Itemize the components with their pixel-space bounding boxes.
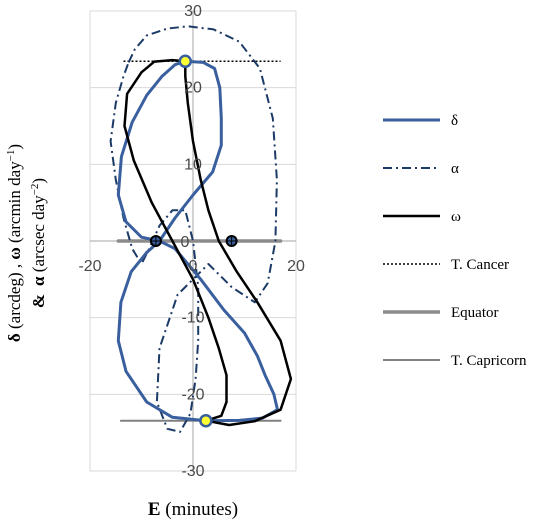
tick-labels: -30 -20 -10 10 20 30 -20 0 20 0: [78, 3, 305, 480]
legend: δ α ω T. Cancer Equator T. Capricorn: [383, 113, 527, 369]
x-tick-label-2: 20: [287, 258, 305, 275]
legend-item-0: δ: [383, 113, 458, 129]
legend-label-5: T. Capricorn: [451, 353, 527, 369]
legend-item-5: T. Capricorn: [383, 353, 527, 369]
legend-item-2: ω: [383, 209, 461, 225]
legend-item-1: α: [383, 161, 459, 177]
y-tick-label-4: 10: [184, 156, 202, 173]
svg-text:&α (arcsec day−2): &α (arcsec day−2): [29, 178, 48, 308]
legend-item-4: Equator: [383, 305, 498, 321]
series-line-1: [109, 25, 278, 433]
x-axis-title: E (minutes): [148, 499, 238, 520]
legend-label-3: T. Cancer: [451, 257, 509, 273]
legend-item-3: T. Cancer: [383, 257, 509, 273]
x-tick-label-0: -20: [78, 258, 101, 275]
y-axis-title: δ (arcdeg) , ω (arcmin day−1) &α (arcsec…: [5, 144, 48, 342]
legend-label-2: ω: [451, 209, 461, 225]
y-tick-label-2: -10: [181, 310, 204, 327]
series-line-2: [123, 58, 293, 427]
origin-tick-label: 0: [181, 234, 190, 251]
y-tick-label-5: 20: [184, 80, 202, 97]
solstice-marker-1: [199, 413, 213, 428]
legend-label-4: Equator: [451, 305, 498, 321]
legend-label-1: α: [451, 161, 459, 177]
y-tick-label-6: 30: [184, 3, 202, 20]
y-tick-label-1: -20: [181, 386, 204, 403]
y-tick-label-0: -30: [181, 463, 204, 480]
legend-label-0: δ: [451, 113, 458, 129]
marker-layer: [149, 54, 238, 428]
equinox-marker-2: [149, 235, 162, 247]
x-tick-label-1: 0: [189, 258, 198, 275]
svg-text:δ (arcdeg) , ω (arcmin day−1): δ (arcdeg) , ω (arcmin day−1): [5, 144, 24, 342]
equinox-marker-3: [225, 235, 238, 247]
solstice-marker-0: [178, 54, 193, 69]
series-line-0: [116, 59, 279, 423]
